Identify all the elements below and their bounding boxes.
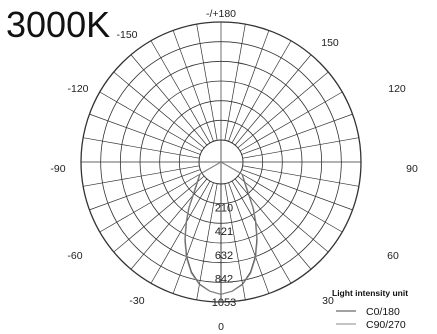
grid-spoke bbox=[241, 113, 353, 155]
angle-label: 60 bbox=[387, 250, 399, 262]
angle-label: -30 bbox=[129, 295, 144, 307]
angle-label: -150 bbox=[116, 29, 137, 41]
grid-spoke bbox=[150, 180, 211, 284]
angle-label: 30 bbox=[322, 295, 334, 307]
grid-spoke bbox=[237, 175, 329, 253]
grid-spoke bbox=[237, 71, 329, 149]
angle-label: -60 bbox=[67, 250, 82, 262]
grid-spoke bbox=[113, 71, 205, 149]
angle-label: 120 bbox=[388, 83, 406, 95]
angle-label: 150 bbox=[321, 37, 339, 49]
grid-spoke bbox=[172, 182, 214, 294]
grid-spoke bbox=[130, 54, 208, 146]
grid-spoke bbox=[239, 172, 343, 233]
grid-spoke bbox=[231, 180, 292, 284]
angle-label: 0 bbox=[218, 321, 224, 333]
angle-labels: -/+180 150 120 90 60 30 0 -30 -60 -90 -120 -150 bbox=[50, 8, 418, 333]
grid-spoke bbox=[231, 40, 292, 144]
radial-tick-label: 210 bbox=[215, 203, 233, 215]
chart-title: 3000K bbox=[6, 4, 111, 45]
grid-spoke bbox=[172, 30, 214, 142]
grid-spoke bbox=[89, 169, 201, 211]
angle-label: 90 bbox=[406, 163, 418, 175]
radial-tick-label: 632 bbox=[215, 250, 233, 262]
grid-spoke bbox=[150, 40, 211, 144]
grid-spoke bbox=[83, 165, 200, 187]
grid-spoke bbox=[99, 172, 203, 233]
polar-grid bbox=[80, 21, 362, 303]
angle-label: -/+180 bbox=[206, 8, 236, 20]
grid-spoke bbox=[83, 137, 200, 159]
legend-label-c0: C0/180 bbox=[366, 306, 400, 318]
grid-spoke bbox=[130, 178, 208, 270]
grid-spoke bbox=[196, 183, 218, 300]
grid-spoke bbox=[99, 91, 203, 152]
radial-tick-label: 421 bbox=[215, 226, 233, 238]
grid-spoke bbox=[242, 137, 359, 159]
grid-spoke bbox=[239, 91, 343, 152]
grid-spoke bbox=[224, 24, 246, 141]
legend-label-c90: C90/270 bbox=[366, 319, 406, 331]
grid-spoke bbox=[113, 175, 205, 253]
grid-spoke bbox=[242, 165, 359, 187]
grid-spoke bbox=[241, 169, 353, 211]
angle-label: -120 bbox=[67, 83, 88, 95]
angle-label: -90 bbox=[50, 163, 65, 175]
intensity-curves bbox=[184, 161, 258, 295]
grid-spoke bbox=[196, 24, 218, 141]
radial-tick-label: 1053 bbox=[212, 297, 236, 309]
legend: Light intensity unit C0/180 C90/270 bbox=[332, 288, 408, 331]
series-curve-c90-270 bbox=[184, 161, 258, 295]
radial-tick-label: 842 bbox=[215, 273, 233, 285]
grid-spoke bbox=[228, 182, 270, 294]
grid-spoke bbox=[234, 54, 312, 146]
grid-spoke bbox=[89, 113, 201, 155]
grid-spoke bbox=[228, 30, 270, 142]
radial-labels: 210 421 632 842 1053 bbox=[212, 203, 236, 310]
grid-spoke bbox=[224, 183, 246, 300]
legend-title: Light intensity unit bbox=[332, 288, 408, 298]
grid-spoke bbox=[234, 178, 312, 270]
